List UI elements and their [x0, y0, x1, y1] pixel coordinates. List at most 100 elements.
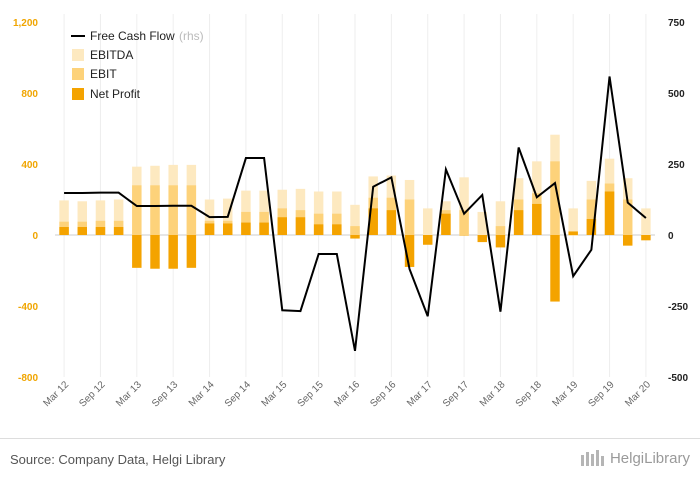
- net-profit-bar: [223, 223, 233, 235]
- legend-swatch-ebit: [72, 68, 84, 80]
- bar-layer: [59, 134, 651, 302]
- right-axis-ticks: 750 500 250 0 -250 -500: [668, 18, 688, 384]
- legend-swatch-ebitda: [72, 49, 84, 61]
- ebit-bar: [186, 185, 197, 235]
- net-profit-bar: [186, 235, 197, 268]
- net-profit-bar: [532, 203, 542, 235]
- ebit-bar: [404, 199, 415, 235]
- x-axis-tick-label: Mar 20: [623, 379, 653, 409]
- net-profit-bar: [168, 235, 178, 269]
- net-profit-bar: [641, 235, 651, 241]
- net-profit-bar: [623, 235, 633, 246]
- x-axis-tick-label: Mar 18: [478, 379, 508, 409]
- net-profit-bar: [241, 222, 251, 235]
- ebitda-bar: [313, 191, 324, 235]
- source-note: Source: Company Data, Helgi Library: [10, 452, 226, 467]
- helgi-library-logo[interactable]: HelgiLibrary: [580, 449, 690, 467]
- x-axis-tick-label: Sep 19: [586, 379, 616, 409]
- left-axis-tick-label: 800: [21, 89, 38, 100]
- x-axis-ticks: Mar 12 Sep 12 Mar 13 Sep 13 Mar 14 Sep 14 Mar …: [41, 379, 653, 410]
- net-profit-bar: [495, 235, 506, 248]
- x-axis-tick-label: Sep 14: [223, 379, 253, 409]
- legend-item-fcf: Free Cash Flow (rhs): [71, 29, 204, 43]
- x-axis-tick-label: Sep 15: [296, 379, 326, 409]
- x-axis-tick-label: Sep 16: [368, 379, 398, 409]
- ebitda-bar: [59, 200, 69, 235]
- ebitda-bar: [459, 177, 469, 235]
- ebitda-bar: [95, 200, 106, 235]
- right-axis-tick-label: 750: [668, 18, 685, 29]
- legend-item-ebitda: EBITDA: [72, 48, 133, 62]
- net-profit-bar: [77, 227, 87, 235]
- ebitda-bar: [350, 204, 360, 235]
- ebit-bar: [623, 199, 633, 235]
- logo-text: HelgiLibrary: [609, 449, 690, 467]
- x-axis-tick-label: Mar 14: [187, 379, 217, 409]
- net-profit-bar: [586, 219, 597, 235]
- legend-item-ebit: EBIT: [72, 67, 117, 81]
- left-axis-tick-label: 1,200: [13, 18, 38, 29]
- net-profit-bar: [277, 217, 287, 235]
- legend-note-rhs: (rhs): [179, 29, 204, 43]
- x-axis-tick-label: Sep 13: [150, 379, 180, 409]
- right-axis-tick-label: -250: [668, 302, 688, 313]
- net-profit-bar: [313, 224, 324, 235]
- legend-swatch-net-profit: [72, 88, 84, 100]
- ebit-bar: [586, 199, 597, 235]
- net-profit-bar: [404, 235, 415, 267]
- left-axis-ticks: 1,200 800 400 0 -400 -800: [13, 18, 38, 384]
- net-profit-bar: [150, 235, 160, 269]
- x-axis-tick-label: Mar 19: [551, 379, 581, 409]
- right-axis-tick-label: 250: [668, 160, 685, 171]
- ebitda-bar: [568, 208, 578, 235]
- free-cash-flow-line: [64, 76, 647, 352]
- net-profit-bar: [350, 235, 360, 239]
- net-profit-bar: [423, 235, 433, 245]
- x-axis-tick-label: Mar 16: [332, 379, 362, 409]
- legend-item-net-profit: Net Profit: [72, 87, 141, 101]
- net-profit-bar: [295, 217, 306, 235]
- net-profit-bar: [95, 227, 106, 235]
- left-axis-tick-label: 400: [21, 160, 38, 171]
- x-axis-tick-label: Sep 17: [441, 379, 471, 409]
- ebitda-bar: [77, 201, 87, 235]
- ebit-bar: [550, 161, 560, 235]
- ebitda-bar: [113, 199, 124, 235]
- net-profit-bar: [332, 224, 342, 235]
- fcf-line-layer: [64, 76, 647, 352]
- ebitda-bar: [332, 191, 342, 235]
- legend-label-net-profit: Net Profit: [90, 87, 141, 101]
- ebit-bar: [132, 185, 142, 235]
- net-profit-bar: [204, 223, 215, 235]
- ebitda-bar: [641, 208, 651, 235]
- left-axis-tick-label: -800: [18, 373, 38, 384]
- net-profit-bar: [604, 191, 615, 235]
- right-axis-tick-label: 0: [668, 231, 674, 242]
- right-axis-tick-label: 500: [668, 89, 685, 100]
- net-profit-bar: [259, 222, 269, 235]
- x-axis-tick-label: Mar 12: [41, 379, 71, 409]
- net-profit-bar: [441, 213, 451, 235]
- net-profit-bar: [550, 235, 560, 302]
- net-profit-bar: [477, 235, 487, 243]
- net-profit-bar: [568, 231, 578, 235]
- right-axis-tick-label: -500: [668, 373, 688, 384]
- ebit-bar: [150, 185, 160, 235]
- ebit-bar: [568, 235, 578, 236]
- x-axis-tick-label: Mar 15: [260, 379, 290, 409]
- x-axis-tick-label: Mar 17: [405, 379, 435, 409]
- legend-label-ebitda: EBITDA: [90, 48, 133, 62]
- net-profit-bar: [132, 235, 142, 268]
- ebitda-bar: [477, 211, 487, 235]
- net-profit-bar: [113, 227, 124, 235]
- net-profit-bar: [59, 227, 69, 235]
- x-axis-tick-label: Sep 18: [514, 379, 544, 409]
- net-profit-bar: [386, 210, 397, 235]
- x-axis-tick-label: Mar 13: [114, 379, 144, 409]
- library-icon: [580, 450, 604, 466]
- ebitda-bar: [423, 208, 433, 235]
- ebitda-bar: [495, 201, 506, 235]
- ebit-bar: [168, 185, 178, 235]
- footer: Source: Company Data, Helgi Library Helg…: [0, 438, 700, 484]
